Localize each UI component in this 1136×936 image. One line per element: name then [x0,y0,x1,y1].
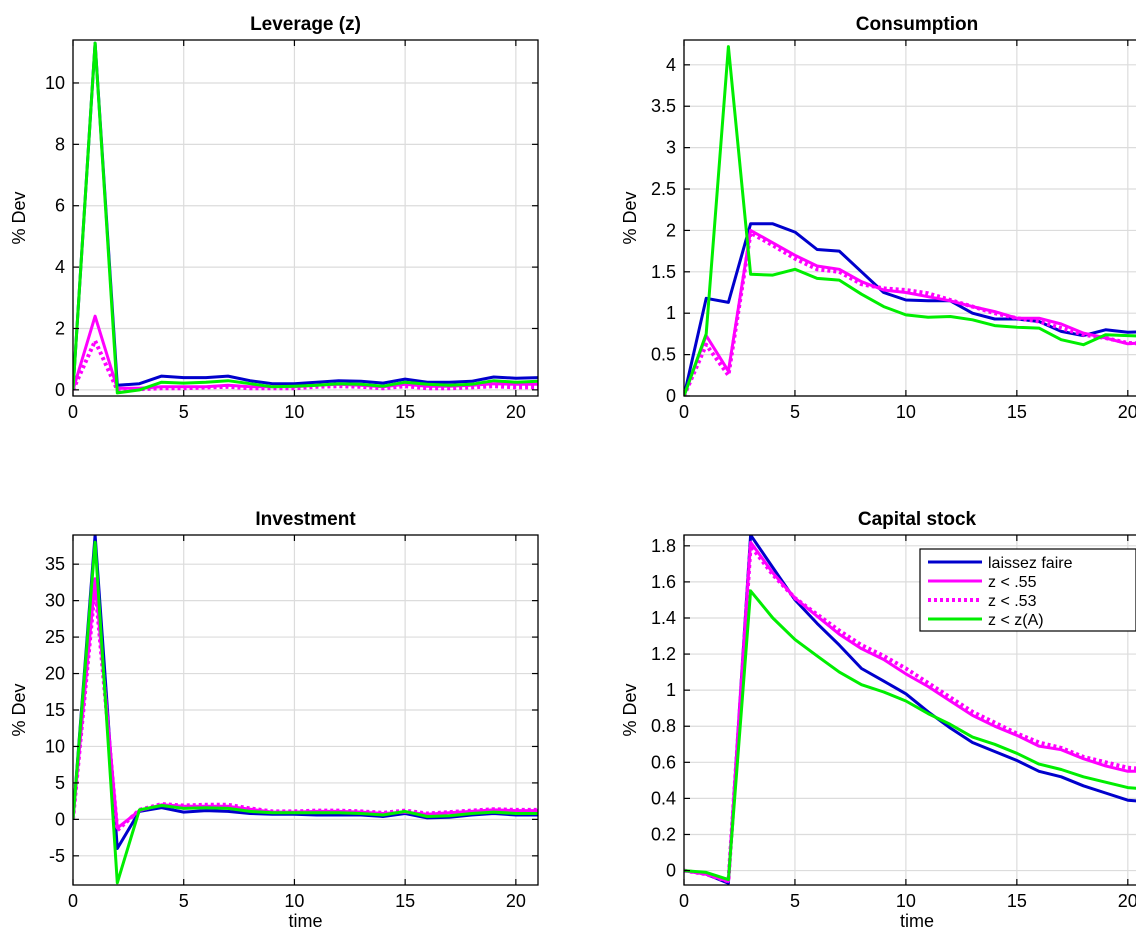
series-line-2 [684,543,1136,884]
series-line-0 [684,535,1136,885]
y-tick-label: 1 [666,680,676,700]
x-tick-label: 5 [179,402,189,422]
legend: laissez faire z < .55 z < .53 z < z(A) [919,548,1136,632]
y-axis-label: % Dev [620,683,640,736]
x-tick-label: 0 [679,402,689,422]
legend-label: z < z(A) [988,612,1044,629]
chart-title: Investment [255,509,356,530]
y-tick-label: 4 [55,257,65,277]
series-line-0 [73,41,538,390]
axes-frame [72,39,539,397]
y-tick-label: 0.2 [651,824,676,844]
legend-label: z < .55 [988,574,1037,591]
x-tick-label: 15 [1007,402,1027,422]
x-tick-label: 0 [68,402,78,422]
y-tick-label: 1.5 [651,262,676,282]
x-tick-label: 0 [68,891,78,911]
legend-label: z < .53 [988,593,1037,610]
axes-frame [683,39,1136,397]
y-tick-label: 0.8 [651,716,676,736]
y-tick-label: 0.4 [651,788,676,808]
x-tick-label: 20 [506,402,526,422]
series-line-3 [73,41,538,395]
y-tick-label: 1 [666,303,676,323]
y-tick-label: 25 [45,627,65,647]
series-line-2 [684,230,1136,396]
series-line-1 [684,228,1136,396]
x-tick-label: 0 [679,891,689,911]
x-tick-label: 15 [1007,891,1027,911]
series-line-1 [73,577,538,830]
series-line-3 [73,540,538,885]
x-tick-label: 5 [179,891,189,911]
y-tick-label: 15 [45,700,65,720]
x-tick-label: 20 [506,891,526,911]
series-line-1 [73,314,538,391]
x-tick-label: 5 [790,402,800,422]
y-tick-label: 6 [55,196,65,216]
y-tick-label: 0 [666,386,676,406]
y-tick-label: 1.4 [651,608,676,628]
y-tick-label: 3 [666,138,676,158]
y-tick-label: 3.5 [651,96,676,116]
y-tick-label: 2 [666,220,676,240]
y-tick-label: 8 [55,134,65,154]
series-line-2 [73,584,538,833]
x-axis-label: time [900,911,934,931]
chart-panel-3: 0 5 10 15 20 0 0.2 0.4 0.6 0.8 1 1.2 1.4 1.6 1.8 Capita… [620,509,1136,931]
x-tick-label: 15 [395,891,415,911]
x-axis-label: time [288,911,322,931]
y-tick-label: 35 [45,554,65,574]
y-tick-label: 1.2 [651,644,676,664]
x-tick-label: 10 [284,402,304,422]
axes-frame [683,534,1136,886]
chart-title: Capital stock [858,509,977,530]
y-tick-label: 0.5 [651,345,676,365]
chart-panel-0: 0 5 10 15 20 0 2 4 6 8 10 Leverage (z) % Dev [9,14,539,422]
y-axis-label: % Dev [9,191,29,244]
chart-title: Leverage (z) [250,14,361,35]
y-tick-label: 10 [45,73,65,93]
y-tick-label: 20 [45,664,65,684]
y-axis-label: % Dev [9,683,29,736]
y-tick-label: 30 [45,591,65,611]
x-tick-label: 10 [284,891,304,911]
legend-label: laissez faire [988,555,1073,572]
y-tick-label: 2.5 [651,179,676,199]
x-tick-label: 15 [395,402,415,422]
y-tick-label: 0 [666,861,676,881]
x-tick-label: 5 [790,891,800,911]
y-tick-label: 5 [55,773,65,793]
series-line-2 [73,338,538,392]
y-tick-label: 0 [55,809,65,829]
y-tick-label: 1.6 [651,572,676,592]
x-tick-label: 20 [1118,891,1136,911]
chart-panel-2: 0 5 10 15 20 -5 0 5 10 15 20 25 30 35 Investment % Dev t… [9,509,539,931]
y-tick-label: 2 [55,318,65,338]
series-line-3 [684,45,1136,396]
x-tick-label: 10 [896,402,916,422]
series-line-0 [684,222,1136,396]
y-axis-label: % Dev [620,191,640,244]
y-tick-label: 10 [45,736,65,756]
y-tick-label: 1.8 [651,536,676,556]
y-tick-label: 4 [666,55,676,75]
x-tick-label: 10 [896,891,916,911]
y-tick-label: 0 [55,380,65,400]
series-line-0 [73,535,538,850]
y-tick-label: -5 [49,846,65,866]
series-line-3 [684,589,1136,882]
x-tick-label: 20 [1118,402,1136,422]
chart-title: Consumption [856,14,978,35]
chart-panel-1: 0 5 10 15 20 0 0.5 1 1.5 2 2.5 3 3.5 4 Consumption % De… [620,14,1136,422]
y-tick-label: 0.6 [651,752,676,772]
